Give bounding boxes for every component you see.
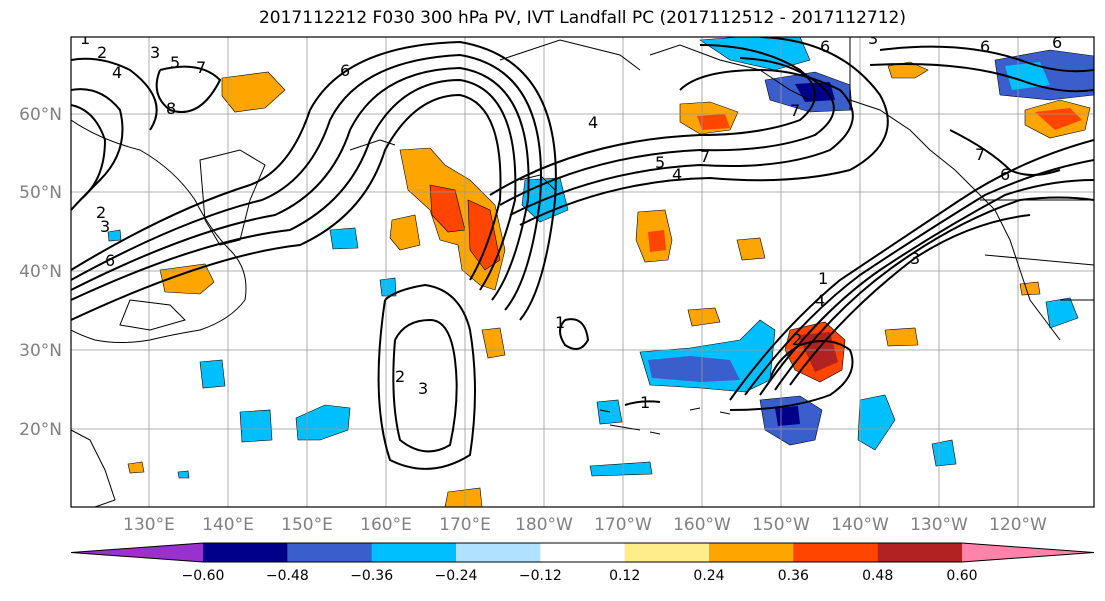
colorbar-tick-label: −0.12 [519,568,562,584]
contour-label: 8 [166,99,176,118]
colorbar-tick-label: 0.36 [778,568,809,584]
contour-label: 6 [340,61,350,80]
lon-tick-label: 160°W [673,515,731,535]
contour-labels: 1 2 3 4 5 6 7 8 2 3 4 6 6 6 7 5 4 6 1 2 … [80,29,1062,412]
graticule [71,37,1094,507]
colorbar-segment [877,543,963,562]
lat-tick-label: 30°N [19,341,62,361]
contour-label: 6 [1000,165,1010,184]
contour-label: 6 [980,37,990,56]
contour-label: 1 [555,313,565,332]
colorbar-tick-label: 0.24 [693,568,724,584]
shaded-anomalies [107,37,1094,507]
lon-tick-label: 170°E [439,515,491,535]
lon-axis: 130°E 140°E 150°E 160°E 170°E 180°W 170°… [123,515,1047,535]
lat-tick-label: 40°N [19,262,62,282]
contour-label: 5 [170,53,180,72]
contour-label: 3 [910,249,920,268]
colorbar-tick-label: 0.12 [609,568,640,584]
contour-label: 1 [818,269,828,288]
contour-label: 2 [96,203,106,222]
lat-axis: 60°N 50°N 40°N 30°N 20°N [19,105,62,440]
map-title: 2017112212 F030 300 hPa PV, IVT Landfall… [258,8,906,28]
ivt-contours [71,37,1094,470]
colorbar-tick-label: −0.36 [350,568,393,584]
colorbar-tick-label: −0.24 [435,568,478,584]
contour-label: 3 [418,379,428,398]
contour-label: 3 [150,43,160,62]
contour-label: 7 [700,147,710,166]
lat-tick-label: 60°N [19,105,62,125]
colorbar-segment [624,543,710,562]
lat-tick-label: 50°N [19,183,62,203]
coastlines [71,37,1094,507]
colorbar-outline [70,542,1095,563]
contour-label: 7 [975,145,985,164]
contour-label: 6 [1052,33,1062,52]
contour-label: 6 [820,37,830,56]
contour-label: 4 [815,291,825,310]
lon-tick-label: 120°W [989,515,1047,535]
map-border [70,36,1095,508]
contour-label: 2 [97,43,107,62]
contour-label: 1 [640,393,650,412]
lon-tick-label: 130°W [910,515,968,535]
contour-label: 5 [655,153,665,172]
contour-label: 7 [196,58,206,77]
contour-label: 4 [112,63,122,82]
lat-tick-label: 20°N [19,420,62,440]
colorbar-segment [203,543,288,562]
lon-tick-label: 130°E [123,515,175,535]
contour-label: 2 [792,330,802,349]
lon-tick-label: 140°E [202,515,254,535]
lon-tick-label: 150°E [281,515,333,535]
lon-tick-label: 160°E [360,515,412,535]
colorbar-tick-label: −0.48 [266,568,309,584]
colorbar-tick-label: 0.60 [946,568,977,584]
colorbar-segment [709,543,794,562]
colorbar-tick-label: −0.60 [182,568,225,584]
colorbar-segment [540,543,626,562]
contour-label: 4 [672,165,682,184]
lon-tick-label: 180°W [515,515,573,535]
map-area [71,37,1094,507]
contour-label: 2 [395,367,405,386]
contour-label: 3 [868,29,878,48]
colorbar: −0.60 −0.48 −0.36 −0.24 −0.12 0.12 0.24 0.36 0.4… [70,542,1095,584]
colorbar-segment [287,543,373,562]
lon-tick-label: 140°W [831,515,889,535]
colorbar-extend-high [962,543,1094,562]
lon-tick-label: 170°W [594,515,652,535]
colorbar-segment [793,543,879,562]
contour-label: 7 [790,101,800,120]
colorbar-tick-label: 0.48 [862,568,893,584]
colorbar-segment [371,543,457,562]
colorbar-segment [456,543,541,562]
contour-label: 6 [105,251,115,270]
contour-label: 3 [100,217,110,236]
contour-label: 4 [588,113,598,132]
contour-label: 1 [80,29,90,48]
lon-tick-label: 150°W [752,515,810,535]
colorbar-extend-low [71,543,203,562]
